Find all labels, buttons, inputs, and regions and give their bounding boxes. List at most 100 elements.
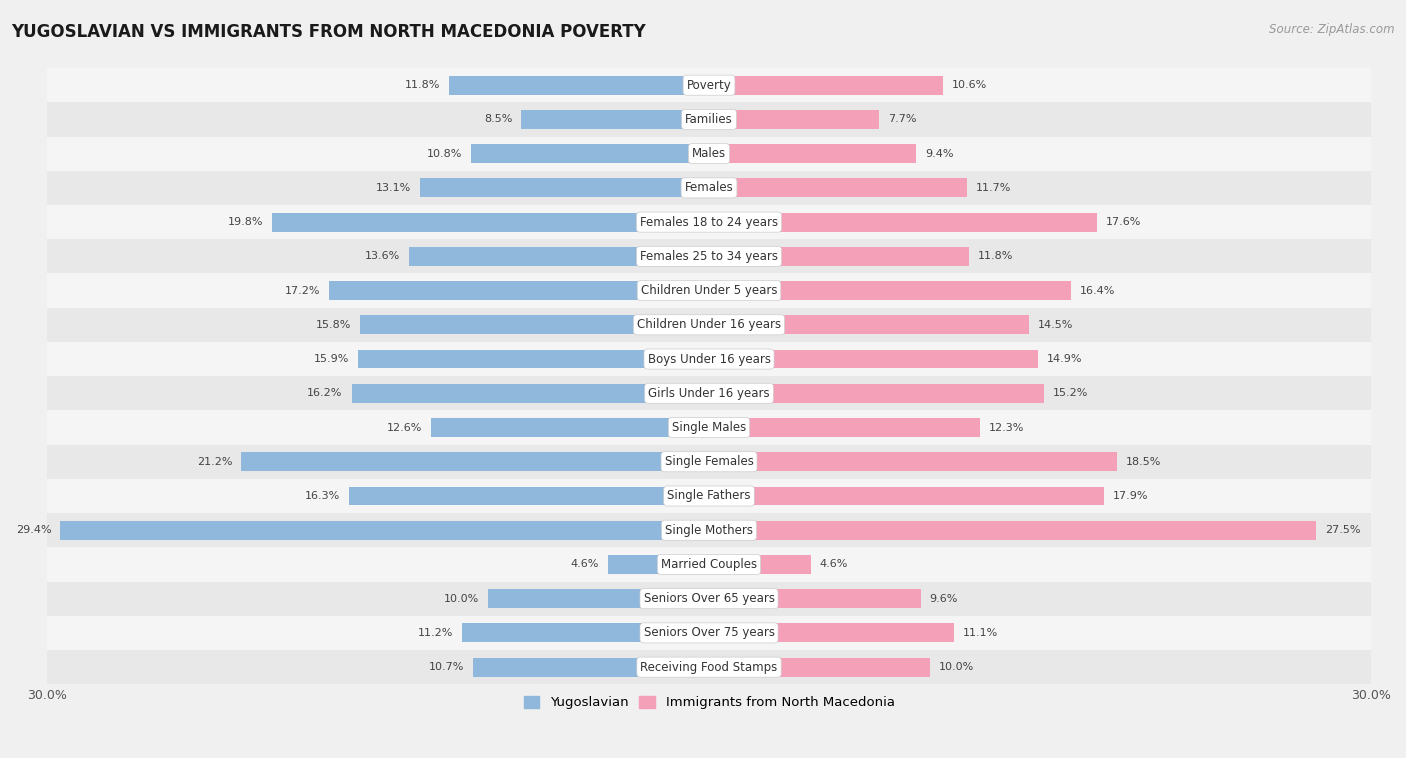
Bar: [461, 624, 709, 642]
Bar: [709, 555, 810, 574]
Bar: [709, 521, 1316, 540]
Text: Boys Under 16 years: Boys Under 16 years: [648, 352, 770, 365]
Bar: [709, 315, 1029, 334]
Bar: [709, 281, 1071, 300]
Bar: [46, 479, 1371, 513]
Bar: [46, 376, 1371, 410]
Text: 16.4%: 16.4%: [1080, 286, 1115, 296]
Text: 13.1%: 13.1%: [375, 183, 411, 193]
Text: Receiving Food Stamps: Receiving Food Stamps: [640, 661, 778, 674]
Bar: [46, 513, 1371, 547]
Text: 11.1%: 11.1%: [963, 628, 998, 638]
Bar: [46, 342, 1371, 376]
Text: Poverty: Poverty: [686, 79, 731, 92]
Bar: [709, 384, 1045, 402]
Text: 14.9%: 14.9%: [1046, 354, 1083, 364]
Text: Families: Families: [685, 113, 733, 126]
Text: 12.6%: 12.6%: [387, 422, 422, 433]
Text: Single Males: Single Males: [672, 421, 747, 434]
Text: Females: Females: [685, 181, 734, 194]
Bar: [709, 76, 943, 95]
Bar: [409, 247, 709, 266]
Bar: [273, 213, 709, 231]
Text: 19.8%: 19.8%: [228, 217, 263, 227]
Bar: [709, 589, 921, 608]
Text: 8.5%: 8.5%: [484, 114, 513, 124]
Text: 27.5%: 27.5%: [1324, 525, 1360, 535]
Bar: [349, 487, 709, 506]
Text: 18.5%: 18.5%: [1126, 457, 1161, 467]
Bar: [472, 658, 709, 677]
Bar: [432, 418, 709, 437]
Text: Females 18 to 24 years: Females 18 to 24 years: [640, 215, 778, 229]
Bar: [46, 240, 1371, 274]
Bar: [709, 624, 955, 642]
Legend: Yugoslavian, Immigrants from North Macedonia: Yugoslavian, Immigrants from North Maced…: [519, 691, 900, 715]
Bar: [46, 410, 1371, 445]
Bar: [60, 521, 709, 540]
Text: 15.9%: 15.9%: [314, 354, 349, 364]
Text: Married Couples: Married Couples: [661, 558, 756, 571]
Bar: [471, 144, 709, 163]
Text: 10.0%: 10.0%: [444, 594, 479, 603]
Text: 17.9%: 17.9%: [1114, 491, 1149, 501]
Bar: [522, 110, 709, 129]
Text: 11.8%: 11.8%: [405, 80, 440, 90]
Text: 4.6%: 4.6%: [820, 559, 848, 569]
Bar: [360, 315, 709, 334]
Text: 9.6%: 9.6%: [929, 594, 957, 603]
Text: 10.0%: 10.0%: [939, 662, 974, 672]
Text: 11.7%: 11.7%: [976, 183, 1011, 193]
Bar: [709, 658, 929, 677]
Bar: [709, 487, 1104, 506]
Text: 12.3%: 12.3%: [990, 422, 1025, 433]
Text: 9.4%: 9.4%: [925, 149, 953, 158]
Text: 17.6%: 17.6%: [1107, 217, 1142, 227]
Bar: [46, 68, 1371, 102]
Text: 15.8%: 15.8%: [316, 320, 352, 330]
Text: 16.2%: 16.2%: [308, 388, 343, 398]
Bar: [709, 144, 917, 163]
Bar: [607, 555, 709, 574]
Bar: [709, 418, 980, 437]
Text: Single Females: Single Females: [665, 456, 754, 468]
Text: 4.6%: 4.6%: [571, 559, 599, 569]
Text: 14.5%: 14.5%: [1038, 320, 1073, 330]
Text: Seniors Over 65 years: Seniors Over 65 years: [644, 592, 775, 605]
Bar: [46, 205, 1371, 240]
Text: 16.3%: 16.3%: [305, 491, 340, 501]
Text: Children Under 16 years: Children Under 16 years: [637, 318, 782, 331]
Bar: [46, 102, 1371, 136]
Text: Girls Under 16 years: Girls Under 16 years: [648, 387, 770, 399]
Bar: [709, 178, 967, 197]
Bar: [329, 281, 709, 300]
Text: 10.8%: 10.8%: [426, 149, 461, 158]
Bar: [709, 247, 969, 266]
Text: 15.2%: 15.2%: [1053, 388, 1088, 398]
Text: Children Under 5 years: Children Under 5 years: [641, 284, 778, 297]
Bar: [46, 308, 1371, 342]
Text: Single Fathers: Single Fathers: [668, 490, 751, 503]
Text: 11.2%: 11.2%: [418, 628, 453, 638]
Text: 17.2%: 17.2%: [285, 286, 321, 296]
Bar: [46, 650, 1371, 684]
Bar: [709, 349, 1038, 368]
Bar: [242, 453, 709, 471]
Text: 29.4%: 29.4%: [15, 525, 52, 535]
Text: 10.7%: 10.7%: [429, 662, 464, 672]
Bar: [420, 178, 709, 197]
Text: Source: ZipAtlas.com: Source: ZipAtlas.com: [1270, 23, 1395, 36]
Bar: [449, 76, 709, 95]
Bar: [46, 581, 1371, 615]
Bar: [46, 274, 1371, 308]
Text: YUGOSLAVIAN VS IMMIGRANTS FROM NORTH MACEDONIA POVERTY: YUGOSLAVIAN VS IMMIGRANTS FROM NORTH MAC…: [11, 23, 645, 41]
Text: 11.8%: 11.8%: [979, 252, 1014, 262]
Text: Seniors Over 75 years: Seniors Over 75 years: [644, 626, 775, 640]
Text: Single Mothers: Single Mothers: [665, 524, 754, 537]
Text: 7.7%: 7.7%: [887, 114, 917, 124]
Bar: [46, 547, 1371, 581]
Bar: [709, 213, 1098, 231]
Text: 13.6%: 13.6%: [364, 252, 401, 262]
Bar: [352, 384, 709, 402]
Bar: [46, 171, 1371, 205]
